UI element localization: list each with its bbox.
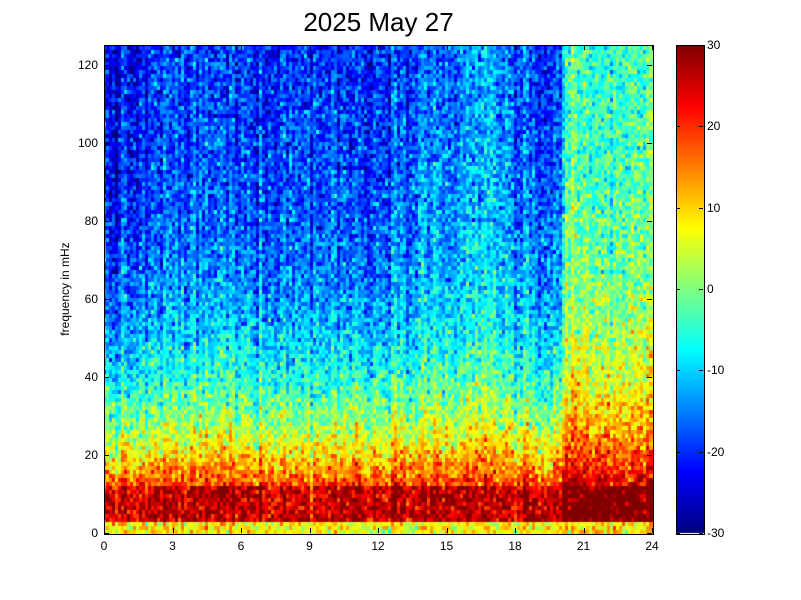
tick-mark (241, 528, 242, 533)
y-tick-label: 60 (84, 291, 98, 306)
tick-mark (676, 452, 680, 453)
tick-mark (652, 45, 653, 50)
tick-mark (447, 528, 448, 533)
x-tick-label: 6 (237, 539, 245, 553)
tick-mark (699, 126, 703, 127)
tick-mark (173, 528, 174, 533)
tick-mark (378, 45, 379, 50)
tick-mark (173, 45, 174, 50)
tick-mark (584, 528, 585, 533)
colorbar-tick-label: -10 (707, 363, 725, 378)
tick-mark (647, 533, 652, 534)
tick-mark (104, 221, 109, 222)
tick-mark (647, 455, 652, 456)
tick-mark (104, 299, 109, 300)
tick-mark (104, 528, 105, 533)
colorbar-tick-label: 20 (707, 119, 721, 134)
tick-mark (676, 208, 680, 209)
tick-mark (104, 65, 109, 66)
tick-mark (310, 528, 311, 533)
tick-mark (676, 370, 680, 371)
tick-mark (647, 221, 652, 222)
spectrogram-heatmap (104, 45, 653, 534)
y-axis-label: frequency in mHz (58, 242, 72, 336)
y-tick-label: 80 (84, 213, 98, 228)
tick-mark (699, 452, 703, 453)
tick-mark (652, 528, 653, 533)
y-tick-label: 100 (77, 135, 98, 150)
tick-mark (647, 299, 652, 300)
tick-mark (647, 143, 652, 144)
x-tick-label: 3 (169, 539, 176, 553)
x-tick-label: 12 (371, 539, 385, 553)
tick-mark (699, 370, 703, 371)
tick-mark (676, 45, 680, 46)
tick-mark (676, 289, 680, 290)
tick-mark (515, 45, 516, 50)
colorbar-tick-label: -30 (707, 526, 725, 540)
x-tick-label: 9 (306, 539, 313, 553)
tick-mark (104, 533, 109, 534)
tick-mark (584, 45, 585, 50)
tick-mark (310, 45, 311, 50)
y-tick-label: 20 (84, 447, 98, 462)
tick-mark (699, 533, 703, 534)
y-tick-label: 0 (91, 526, 98, 540)
colorbar-tick-label: 10 (707, 200, 721, 215)
x-tick-label: 15 (439, 539, 454, 553)
tick-mark (378, 528, 379, 533)
x-tick-label: 21 (576, 539, 591, 553)
tick-mark (699, 208, 703, 209)
chart-title: 2025 May 27 (303, 7, 454, 37)
tick-mark (647, 377, 652, 378)
tick-mark (447, 45, 448, 50)
colorbar-tick-label: -20 (707, 444, 725, 459)
tick-mark (699, 289, 703, 290)
tick-mark (676, 126, 680, 127)
tick-mark (104, 377, 109, 378)
tick-mark (104, 45, 105, 50)
y-tick-label: 120 (77, 57, 98, 72)
tick-mark (699, 45, 703, 46)
colorbar-tick-label: 0 (707, 282, 714, 296)
x-tick-label: 24 (645, 539, 659, 553)
tick-mark (104, 143, 109, 144)
x-tick-label: 18 (508, 539, 522, 553)
tick-mark (647, 65, 652, 66)
tick-mark (676, 533, 680, 534)
x-tick-label: 0 (100, 539, 108, 553)
tick-mark (515, 528, 516, 533)
tick-mark (241, 45, 242, 50)
tick-mark (104, 455, 109, 456)
y-tick-label: 40 (84, 369, 98, 384)
colorbar-tick-label: 30 (707, 38, 721, 52)
